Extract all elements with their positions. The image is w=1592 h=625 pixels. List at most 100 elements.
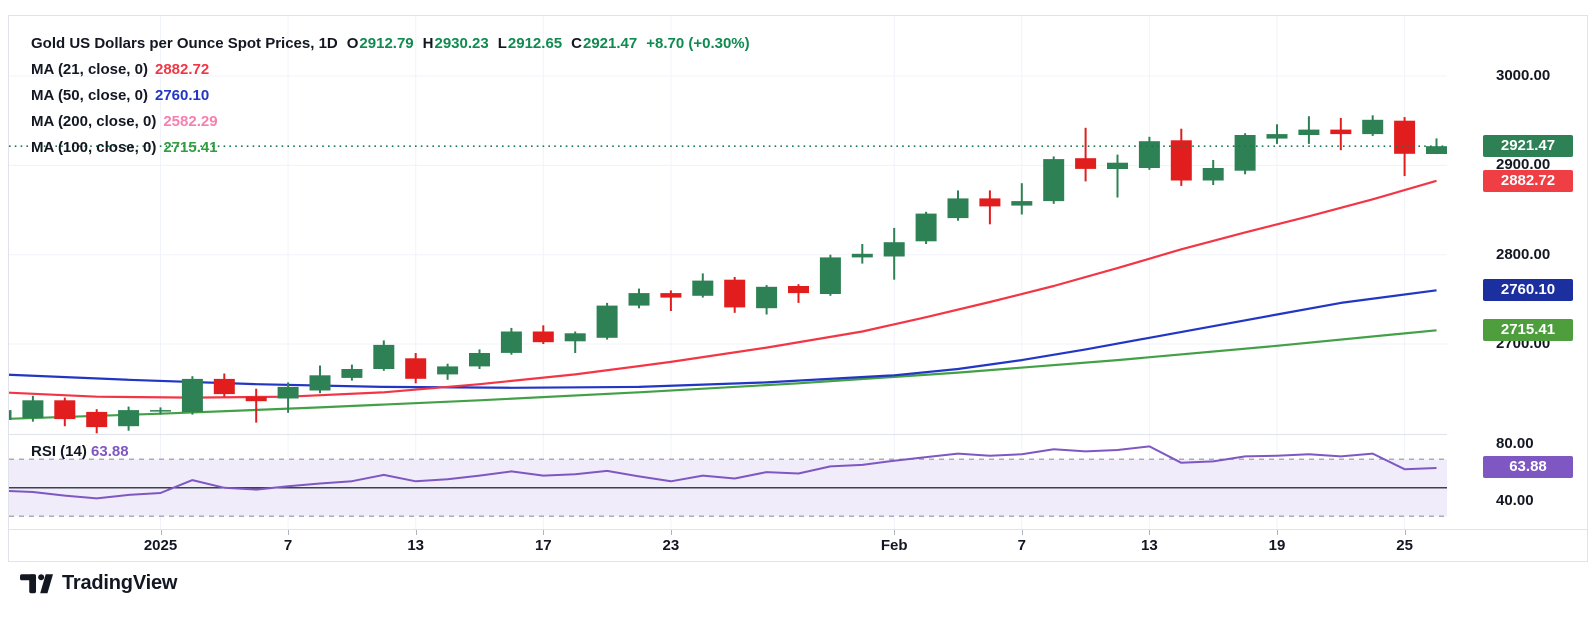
candle[interactable] xyxy=(692,273,714,298)
candle[interactable] xyxy=(500,327,522,355)
candle-body xyxy=(947,198,969,219)
ma100-legend-row[interactable]: MA (100, close, 0) 2715.41 xyxy=(31,135,750,161)
ma21-line[interactable] xyxy=(9,179,1437,399)
candle[interactable] xyxy=(628,288,650,309)
candle-body xyxy=(1138,141,1160,168)
candle-body xyxy=(341,369,363,378)
candle[interactable] xyxy=(22,395,44,422)
candle-body xyxy=(915,213,937,242)
candle[interactable] xyxy=(9,408,12,422)
candle[interactable] xyxy=(469,349,490,369)
time-tick-mark xyxy=(160,530,162,535)
ma50-line[interactable] xyxy=(9,289,1437,389)
time-tick-mark xyxy=(1277,530,1278,535)
price-pane[interactable] xyxy=(9,16,1447,434)
candle[interactable] xyxy=(245,388,267,423)
candle[interactable] xyxy=(1043,156,1065,204)
candle[interactable] xyxy=(373,340,395,371)
symbol-title-row[interactable]: Gold US Dollars per Ounce Spot Prices, 1… xyxy=(31,31,750,57)
candle[interactable] xyxy=(1170,128,1192,186)
time-axis-label: 17 xyxy=(534,537,552,554)
candle-body xyxy=(724,279,746,308)
candle[interactable] xyxy=(1202,160,1224,185)
candle[interactable] xyxy=(851,244,873,264)
candle[interactable] xyxy=(54,397,76,427)
ma21-legend-row[interactable]: MA (21, close, 0) 2882.72 xyxy=(31,57,750,83)
candle[interactable] xyxy=(1330,118,1352,151)
candle-body xyxy=(819,257,841,294)
candle[interactable] xyxy=(788,284,809,303)
candle[interactable] xyxy=(947,190,969,221)
candle[interactable] xyxy=(150,407,171,415)
candle[interactable] xyxy=(979,190,1001,225)
ma100-line[interactable] xyxy=(9,329,1437,420)
time-axis-label: 7 xyxy=(1017,537,1026,554)
price-axis[interactable]: 3000.00 2900.00 2800.00 2700.00 80.00 40.00 29… xyxy=(1447,16,1587,529)
ma50-label: MA (50, close, 0) xyxy=(31,87,148,104)
candle[interactable] xyxy=(277,382,299,413)
price-pane-canvas[interactable] xyxy=(9,16,1447,434)
candle[interactable] xyxy=(1011,183,1033,215)
candle-body xyxy=(979,198,1001,207)
candle[interactable] xyxy=(181,376,203,415)
candle[interactable] xyxy=(724,277,746,313)
candle[interactable] xyxy=(86,409,108,434)
candle-body xyxy=(660,293,682,298)
candle[interactable] xyxy=(1234,133,1256,175)
candle[interactable] xyxy=(1107,154,1128,198)
ma50-legend-row[interactable]: MA (50, close, 0) 2760.10 xyxy=(31,83,750,109)
candle-body xyxy=(1330,129,1352,135)
candle[interactable] xyxy=(660,290,682,311)
close-label: C xyxy=(571,35,582,52)
candle[interactable] xyxy=(1298,116,1320,144)
time-tick-mark xyxy=(543,530,545,535)
chart-container[interactable]: Gold US Dollars per Ounce Spot Prices, 1… xyxy=(8,15,1588,562)
candle[interactable] xyxy=(1394,117,1416,177)
rsi-pane-canvas[interactable] xyxy=(9,435,1447,530)
ma200-label: MA (200, close, 0) xyxy=(31,113,157,130)
time-tick-mark xyxy=(894,530,896,535)
ma21-value: 2882.72 xyxy=(154,61,210,78)
candle[interactable] xyxy=(1362,115,1384,136)
candle[interactable] xyxy=(756,285,778,315)
ma100-label: MA (100, close, 0) xyxy=(31,139,157,156)
candle-body xyxy=(181,378,203,412)
price-axis-label: 2800.00 xyxy=(1496,245,1551,263)
time-tick-mark xyxy=(288,530,290,535)
candle[interactable] xyxy=(213,373,235,397)
time-axis-label: 25 xyxy=(1396,537,1413,554)
candle[interactable] xyxy=(1075,127,1097,182)
tradingview-logo[interactable]: TradingView xyxy=(20,572,177,595)
candle[interactable] xyxy=(596,302,618,340)
candle[interactable] xyxy=(564,331,586,354)
candle[interactable] xyxy=(309,365,331,394)
candle[interactable] xyxy=(819,254,841,296)
candle[interactable] xyxy=(1266,124,1288,144)
price-axis-label: 3000.00 xyxy=(1496,67,1551,85)
rsi-value: 63.88 xyxy=(91,443,129,460)
tradingview-logo-text: TradingView xyxy=(62,572,178,594)
candle[interactable] xyxy=(405,353,427,384)
candle[interactable] xyxy=(532,325,554,344)
candle-body xyxy=(86,411,108,428)
open-label: O xyxy=(346,35,359,52)
candle-body xyxy=(150,410,171,412)
candle[interactable] xyxy=(437,363,459,380)
rsi-line[interactable] xyxy=(9,445,1437,500)
candle-body xyxy=(22,400,44,419)
ma200-legend-row[interactable]: MA (200, close, 0) 2582.29 xyxy=(31,109,750,135)
candle[interactable] xyxy=(883,227,905,280)
candle-body xyxy=(118,410,140,427)
candle[interactable] xyxy=(341,364,363,381)
candle-body xyxy=(245,396,267,402)
rsi-pane[interactable]: RSI (14) 63.88 xyxy=(9,434,1447,530)
time-axis-label: 2025 xyxy=(143,537,178,554)
candle[interactable] xyxy=(915,211,937,244)
rsi-legend-row[interactable]: RSI (14) 63.88 xyxy=(31,443,129,460)
time-tick-mark xyxy=(1404,530,1406,535)
candle[interactable] xyxy=(1138,136,1160,170)
ma50-value: 2760.10 xyxy=(154,87,210,104)
open-value: 2912.79 xyxy=(359,35,414,52)
candle[interactable] xyxy=(118,406,140,431)
time-axis[interactable]: 2025 7 13 17 23 Feb 7 13 19 25 xyxy=(9,529,1587,562)
